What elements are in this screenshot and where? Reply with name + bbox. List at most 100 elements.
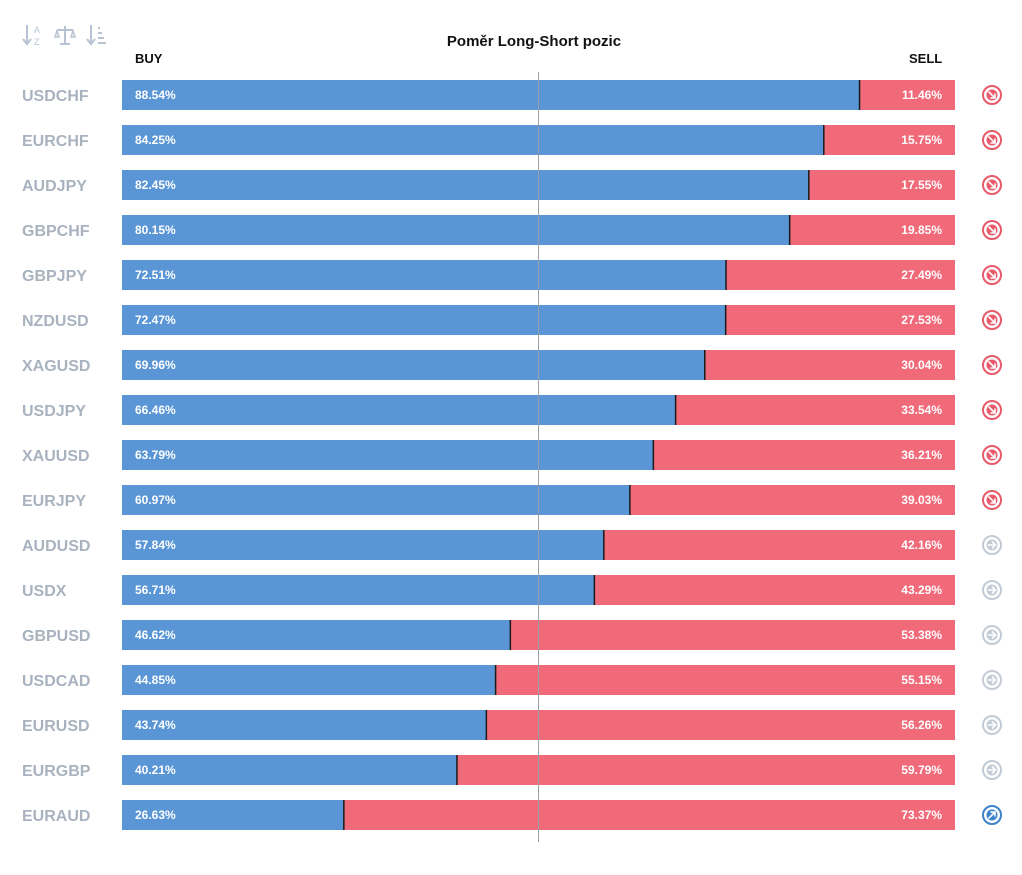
pair-label: AUDUSD bbox=[22, 538, 90, 555]
buy-percent-label: 69.96% bbox=[135, 358, 176, 372]
arrow-down-right-icon[interactable] bbox=[982, 445, 1002, 465]
pair-label: GBPJPY bbox=[22, 268, 87, 285]
svg-text:A: A bbox=[34, 25, 40, 35]
sell-percent-label: 19.85% bbox=[901, 223, 942, 237]
pair-label: USDCHF bbox=[22, 88, 89, 105]
pair-label: USDCAD bbox=[22, 673, 90, 690]
pair-label: USDX bbox=[22, 583, 67, 600]
sell-bar bbox=[653, 440, 955, 470]
sell-bar bbox=[725, 305, 955, 335]
pair-label: EURGBP bbox=[22, 763, 91, 780]
pair-label: XAGUSD bbox=[22, 358, 90, 375]
buy-bar bbox=[122, 395, 676, 425]
buy-percent-label: 43.74% bbox=[135, 718, 176, 732]
pair-label: EURUSD bbox=[22, 718, 90, 735]
sell-bar bbox=[456, 755, 955, 785]
pair-label: NZDUSD bbox=[22, 313, 89, 330]
buy-percent-label: 66.46% bbox=[135, 403, 176, 417]
arrow-down-right-icon[interactable] bbox=[982, 130, 1002, 150]
sort-amount-icon[interactable] bbox=[86, 22, 108, 48]
buy-percent-label: 56.71% bbox=[135, 583, 176, 597]
buy-bar bbox=[122, 260, 727, 290]
buy-percent-label: 44.85% bbox=[135, 673, 176, 687]
pair-label: GBPUSD bbox=[22, 628, 90, 645]
sell-bar bbox=[726, 260, 955, 290]
buy-bar bbox=[122, 620, 511, 650]
arrow-right-icon[interactable] bbox=[982, 670, 1002, 690]
sell-bar bbox=[343, 800, 956, 830]
sell-percent-label: 11.46% bbox=[902, 88, 942, 102]
sell-bar bbox=[510, 620, 955, 650]
sell-bar bbox=[603, 530, 955, 560]
arrow-down-right-icon[interactable] bbox=[982, 400, 1002, 420]
sell-percent-label: 36.21% bbox=[901, 448, 942, 462]
sell-bar bbox=[789, 215, 955, 245]
buy-percent-label: 82.45% bbox=[135, 178, 176, 192]
pair-label: USDJPY bbox=[22, 403, 86, 420]
pair-label: EURCHF bbox=[22, 133, 89, 150]
buy-percent-label: 72.47% bbox=[135, 313, 176, 327]
buy-bar bbox=[122, 710, 487, 740]
buy-bar bbox=[122, 305, 726, 335]
arrow-right-icon[interactable] bbox=[982, 580, 1002, 600]
buy-percent-label: 88.54% bbox=[135, 88, 176, 102]
sell-bar bbox=[675, 395, 955, 425]
buy-percent-label: 80.15% bbox=[135, 223, 176, 237]
buy-bar bbox=[122, 215, 790, 245]
sell-percent-label: 42.16% bbox=[901, 538, 942, 552]
sell-percent-label: 33.54% bbox=[901, 403, 942, 417]
sell-bar bbox=[704, 350, 955, 380]
sell-percent-label: 53.38% bbox=[901, 628, 942, 642]
buy-percent-label: 57.84% bbox=[135, 538, 176, 552]
sell-percent-label: 17.55% bbox=[901, 178, 942, 192]
arrow-down-right-icon[interactable] bbox=[982, 220, 1002, 240]
sell-bar bbox=[486, 710, 955, 740]
buy-header-label: BUY bbox=[135, 51, 163, 66]
buy-bar bbox=[122, 530, 604, 560]
buy-percent-label: 84.25% bbox=[135, 133, 176, 147]
arrow-down-right-icon[interactable] bbox=[982, 490, 1002, 510]
arrow-right-icon[interactable] bbox=[982, 715, 1002, 735]
buy-percent-label: 63.79% bbox=[135, 448, 176, 462]
buy-bar bbox=[122, 80, 860, 110]
buy-bar bbox=[122, 575, 595, 605]
buy-percent-label: 72.51% bbox=[135, 268, 176, 282]
arrow-right-icon[interactable] bbox=[982, 625, 1002, 645]
sell-percent-label: 30.04% bbox=[901, 358, 942, 372]
arrow-up-right-icon[interactable] bbox=[982, 805, 1002, 825]
sell-percent-label: 73.37% bbox=[901, 808, 942, 822]
pair-label: EURJPY bbox=[22, 493, 86, 510]
sell-percent-label: 15.75% bbox=[901, 133, 942, 147]
arrow-down-right-icon[interactable] bbox=[982, 175, 1002, 195]
buy-percent-label: 40.21% bbox=[135, 763, 176, 777]
svg-text:Z: Z bbox=[34, 37, 40, 47]
sell-percent-label: 43.29% bbox=[901, 583, 942, 597]
sell-percent-label: 59.79% bbox=[901, 763, 942, 777]
pair-label: EURAUD bbox=[22, 808, 90, 825]
buy-bar bbox=[122, 170, 809, 200]
arrow-right-icon[interactable] bbox=[982, 535, 1002, 555]
sell-bar bbox=[594, 575, 955, 605]
sort-alpha-icon[interactable]: A Z bbox=[22, 22, 44, 48]
sell-percent-label: 56.26% bbox=[901, 718, 942, 732]
sell-bar bbox=[629, 485, 955, 515]
buy-bar bbox=[122, 125, 824, 155]
arrow-down-right-icon[interactable] bbox=[982, 85, 1002, 105]
sell-bar bbox=[859, 80, 955, 110]
buy-percent-label: 26.63% bbox=[135, 808, 176, 822]
chart-title: Poměr Long-Short pozic bbox=[446, 33, 622, 50]
buy-bar bbox=[122, 350, 705, 380]
buy-percent-label: 46.62% bbox=[135, 628, 176, 642]
arrow-right-icon[interactable] bbox=[982, 760, 1002, 780]
balance-scale-icon[interactable] bbox=[54, 22, 76, 48]
arrow-down-right-icon[interactable] bbox=[982, 310, 1002, 330]
arrow-down-right-icon[interactable] bbox=[982, 355, 1002, 375]
toolbar: A Z bbox=[22, 22, 108, 48]
sell-bar bbox=[823, 125, 955, 155]
buy-bar bbox=[122, 800, 344, 830]
sell-percent-label: 39.03% bbox=[901, 493, 942, 507]
buy-percent-label: 60.97% bbox=[135, 493, 176, 507]
buy-bar bbox=[122, 665, 496, 695]
arrow-down-right-icon[interactable] bbox=[982, 265, 1002, 285]
